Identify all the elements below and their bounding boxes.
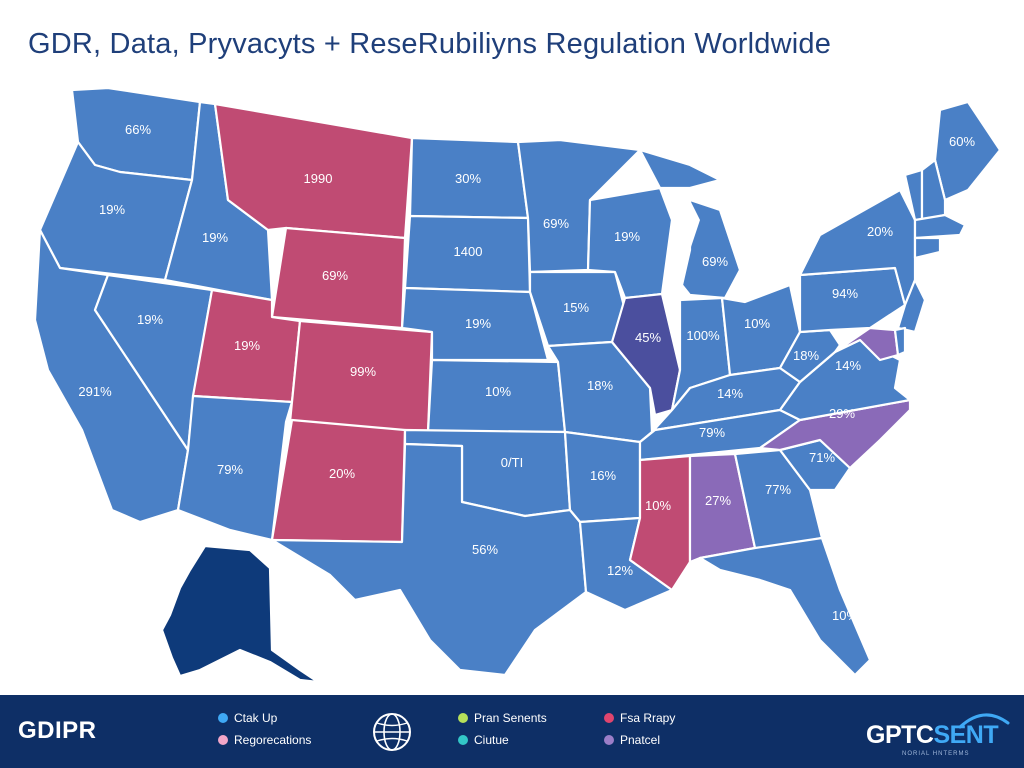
state-label-wy: 69% xyxy=(322,268,348,283)
state-label-id: 19% xyxy=(202,230,228,245)
legend-dot xyxy=(218,735,228,745)
state-label-ne: 19% xyxy=(465,316,491,331)
state-label-ks: 10% xyxy=(485,384,511,399)
state-label-wa: 66% xyxy=(125,122,151,137)
page-title: GDR, Data, Pryvacyts + ReseRubiliyns Reg… xyxy=(28,28,832,60)
state-nm xyxy=(270,418,407,544)
us-map: 66% 19% 291% 19% 19% 1990 69% 19% 79% 99% 20% 30% 14… xyxy=(33,86,1002,684)
state-label-oh: 10% xyxy=(744,316,770,331)
state-ma xyxy=(913,213,967,240)
state-label-mi: 69% xyxy=(702,254,728,269)
legend-dot xyxy=(458,735,468,745)
state-label-nd: 30% xyxy=(455,171,481,186)
state-label-fl: 10% xyxy=(832,608,858,623)
brand-name-accent: SENT xyxy=(933,721,999,749)
state-ca xyxy=(33,228,190,524)
brand-logo: GPTCSENT NORIAL HNTERMS xyxy=(866,709,1016,759)
state-label-nc: 29% xyxy=(829,406,855,421)
brand-arc-icon xyxy=(958,713,1010,729)
state-label-tx: 56% xyxy=(472,542,498,557)
state-label-ca: 291% xyxy=(78,384,112,399)
state-label-al: 27% xyxy=(705,493,731,508)
state-label-az: 79% xyxy=(217,462,243,477)
state-nh xyxy=(920,158,947,222)
state-label-or: 19% xyxy=(99,202,125,217)
state-label-ok: 0/TI xyxy=(501,455,523,470)
legend-label: Regorecations xyxy=(234,733,312,747)
state-label-nm: 20% xyxy=(329,466,355,481)
state-label-va: 14% xyxy=(835,358,861,373)
legend-item-ctak-up: Ctak Up xyxy=(218,711,277,725)
legend-dot xyxy=(218,713,228,723)
state-label-ia: 15% xyxy=(563,300,589,315)
state-label-ky: 14% xyxy=(717,386,743,401)
state-label-ga: 77% xyxy=(765,482,791,497)
legend-label: Pran Senents xyxy=(474,711,547,725)
lake-michigan xyxy=(668,200,700,295)
legend-item-pnatcel: Pnatcel xyxy=(604,733,660,747)
state-label-ny: 20% xyxy=(867,224,893,239)
state-me xyxy=(933,100,1002,202)
state-il xyxy=(610,292,682,417)
brand-subtitle: NORIAL HNTERMS xyxy=(902,751,970,757)
legend-label: Ctak Up xyxy=(234,711,278,725)
state-label-mt: 1990 xyxy=(304,171,333,186)
legend-item-pran-senents: Pran Senents xyxy=(458,711,547,725)
legend-dot xyxy=(604,713,614,723)
state-tx xyxy=(270,442,588,677)
state-label-pa: 94% xyxy=(832,286,858,301)
footer-title: GDIPR xyxy=(18,717,97,744)
legend-item-ciutue: Ciutue xyxy=(458,733,509,747)
footer-bar: GDIPR Ctak Up Regorecations Pran Senents… xyxy=(0,695,1024,768)
state-label-ar: 16% xyxy=(590,468,616,483)
state-label-mn: 69% xyxy=(543,216,569,231)
state-label-sd: 1400 xyxy=(454,244,483,259)
legend-label: Pnatcel xyxy=(620,733,661,747)
state-label-ut: 19% xyxy=(234,338,260,353)
legend-label: Fsa Rrapy xyxy=(620,711,676,725)
state-label-co: 99% xyxy=(350,364,376,379)
state-label-nv: 19% xyxy=(137,312,163,327)
state-label-il: 45% xyxy=(635,330,661,345)
state-fl xyxy=(698,536,872,677)
state-label-sc: 71% xyxy=(809,450,835,465)
state-label-mo: 18% xyxy=(587,378,613,393)
lake-erie xyxy=(735,275,800,302)
legend-dot xyxy=(458,713,468,723)
legend-item-regorecations: Regorecations xyxy=(218,733,311,747)
brand-name-main: GPTC xyxy=(866,721,934,749)
state-label-wv: 18% xyxy=(793,348,819,363)
state-de xyxy=(893,326,907,357)
state-label-wi: 19% xyxy=(614,229,640,244)
state-ct xyxy=(913,236,942,260)
state-label-in: 100% xyxy=(686,328,720,343)
state-ak xyxy=(160,544,320,684)
legend-item-fsa-rrapy: Fsa Rrapy xyxy=(604,711,675,725)
state-label-ms: 10% xyxy=(645,498,671,513)
legend-dot xyxy=(604,735,614,745)
legend-label: Ciutue xyxy=(474,733,509,747)
state-label-la: 12% xyxy=(607,563,633,578)
state-label-me: 60% xyxy=(949,134,975,149)
brand-name: GPTCSENT xyxy=(866,721,999,750)
state-nj xyxy=(896,278,927,334)
state-label-tn: 79% xyxy=(699,425,725,440)
globe-icon xyxy=(373,713,411,751)
